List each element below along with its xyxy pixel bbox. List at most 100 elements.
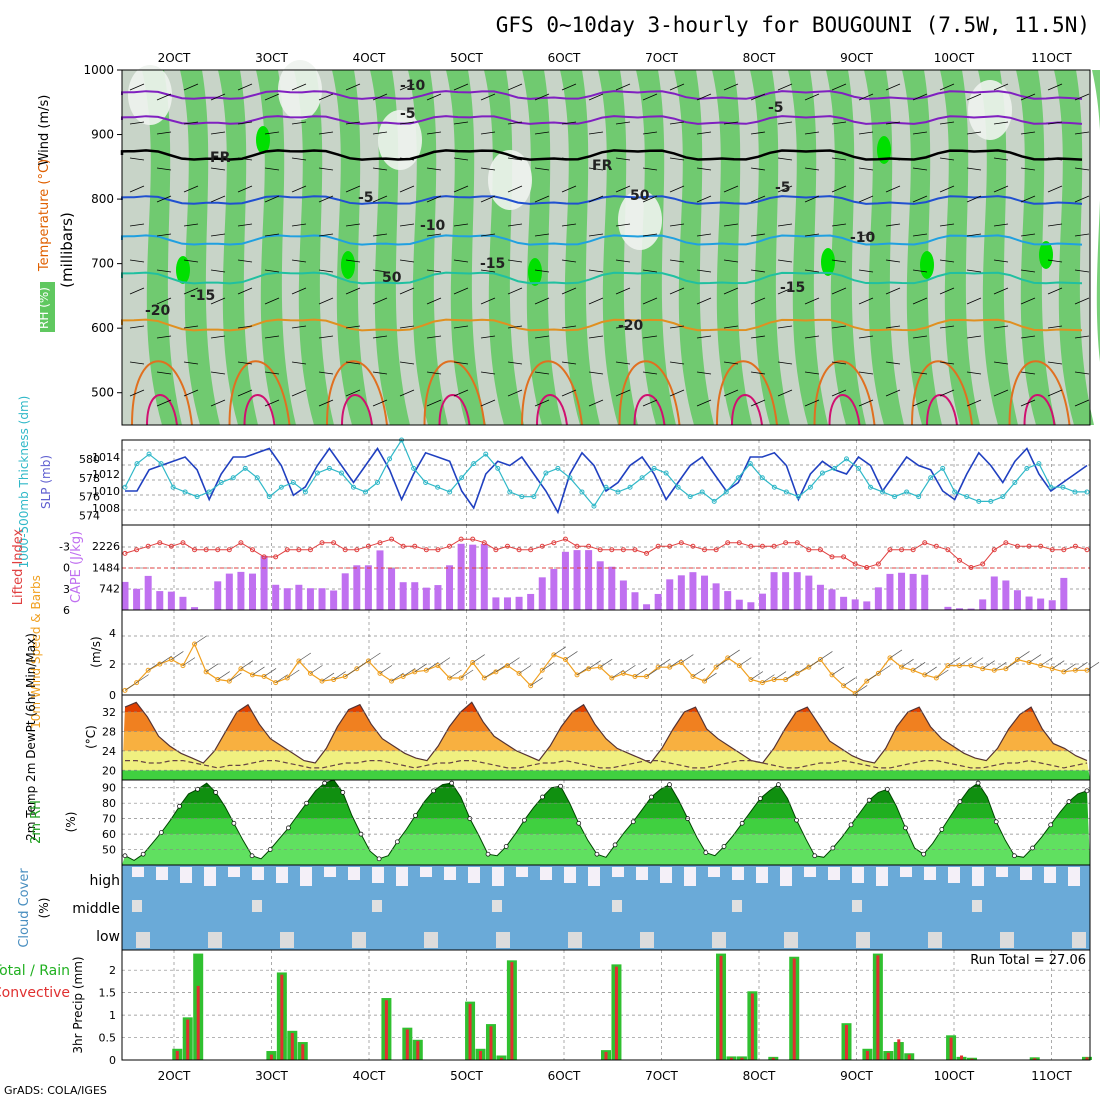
thickness-axis-label: 1000-500mb Thickness (dm) xyxy=(17,396,31,569)
cape-bar xyxy=(782,572,790,610)
wind-barb xyxy=(129,121,145,125)
wind-barb xyxy=(696,297,712,305)
cape-bar xyxy=(724,591,732,610)
isotherm-label: -10 xyxy=(400,78,426,94)
rh-band-fill xyxy=(122,787,1090,804)
rh-low-patch xyxy=(278,60,322,120)
wind-barb xyxy=(210,371,226,375)
precip-convective-bar xyxy=(510,962,514,1060)
slp-tick: 1010 xyxy=(92,485,120,498)
wind-barb xyxy=(615,185,631,193)
wind-barb xyxy=(1020,131,1036,135)
wind-speed-point xyxy=(562,656,568,662)
lifted-index-point xyxy=(991,547,997,553)
wind-barb xyxy=(696,233,712,237)
wind-barb-10m xyxy=(449,669,462,679)
cape-bar xyxy=(666,579,674,610)
wind-barb xyxy=(777,259,793,263)
wind-barb xyxy=(156,167,172,171)
wind-barb-10m xyxy=(623,665,636,674)
wind-tick: 4 xyxy=(109,627,116,640)
wind-barb xyxy=(1074,335,1090,339)
wind-barb xyxy=(831,287,847,295)
wind-speed-point xyxy=(342,673,348,679)
cape-bar xyxy=(747,602,755,610)
wind-barb xyxy=(777,121,793,125)
wind-barb xyxy=(750,297,766,305)
wind-barb xyxy=(1047,83,1063,91)
wind-barb-10m xyxy=(1052,660,1065,670)
rh-point xyxy=(594,851,600,857)
wind-barb xyxy=(696,335,712,339)
wind-speed-point xyxy=(412,669,418,675)
cape-bar xyxy=(376,550,384,610)
surface-isotherm xyxy=(326,360,388,426)
wind-speed-point xyxy=(1084,667,1090,673)
cape-bar xyxy=(654,593,662,610)
lifted-index-point xyxy=(713,547,719,553)
isotherm-label: -5 xyxy=(400,106,416,122)
precip-convective-bar xyxy=(405,1029,409,1060)
thickness-point xyxy=(507,489,513,495)
thickness-point xyxy=(326,465,332,471)
wind-barb xyxy=(831,325,847,329)
lifted-index-point xyxy=(794,540,800,546)
rh-band xyxy=(750,70,790,425)
wind-barb xyxy=(1020,269,1036,273)
wind-barb xyxy=(318,167,334,171)
thickness-point xyxy=(363,489,368,495)
thickness-point xyxy=(266,494,272,500)
wind-barb-10m xyxy=(414,663,427,673)
wind-barb-10m xyxy=(1063,663,1077,673)
wind-speed-point xyxy=(736,663,742,669)
wind-speed-point xyxy=(377,670,383,676)
thickness-point xyxy=(603,484,609,490)
cloud-low-gap xyxy=(568,932,582,948)
rh-point xyxy=(1084,788,1090,794)
wind-barb xyxy=(777,157,793,161)
wind-barb xyxy=(1020,195,1036,203)
lifted-index-point xyxy=(771,543,777,549)
precip-convective-bar xyxy=(489,1026,493,1060)
wind-barb xyxy=(912,371,928,375)
thickness-point xyxy=(880,489,886,495)
rh-point xyxy=(667,782,672,787)
wind-barb-10m xyxy=(600,658,613,668)
wind-barb xyxy=(885,83,901,91)
wind-barb-10m xyxy=(843,677,856,687)
wind-barb xyxy=(966,195,982,203)
wind-speed-point xyxy=(655,664,661,670)
wind-barb xyxy=(1020,297,1036,305)
wind-barb xyxy=(642,371,658,375)
wind-barb xyxy=(669,223,685,227)
cloud-high-gap xyxy=(732,867,744,880)
thickness-point xyxy=(615,489,621,495)
precip-convective-bar xyxy=(196,985,200,1060)
x-tick-top: 4OCT xyxy=(353,51,386,65)
wind-barb xyxy=(858,131,874,135)
pressure-unit-label: (millibars) xyxy=(58,212,76,288)
wind-barb xyxy=(291,259,307,263)
wind-barb xyxy=(885,121,901,125)
cape-bar xyxy=(434,585,442,610)
rh-band xyxy=(294,70,334,425)
temp-band xyxy=(122,702,1090,712)
thickness-point xyxy=(423,480,429,485)
wind-speed-point xyxy=(331,677,337,683)
wind-barb xyxy=(345,287,361,295)
wind-barb xyxy=(777,361,793,365)
cloud-background xyxy=(122,865,1090,950)
surface-isotherm-hot xyxy=(1023,394,1056,426)
cape-bar xyxy=(956,608,964,610)
wind-speed-point xyxy=(864,678,870,684)
wind-barb xyxy=(588,399,604,407)
wind-barb xyxy=(156,93,172,101)
wind-barb xyxy=(642,335,658,339)
wind-barb xyxy=(642,297,658,305)
wind-speed-point xyxy=(365,658,371,664)
wind-barb xyxy=(885,223,901,227)
wind-barb xyxy=(966,371,982,375)
wind-barb xyxy=(318,335,334,339)
rh-point xyxy=(630,819,636,825)
cloud-low-gap xyxy=(1000,932,1014,948)
